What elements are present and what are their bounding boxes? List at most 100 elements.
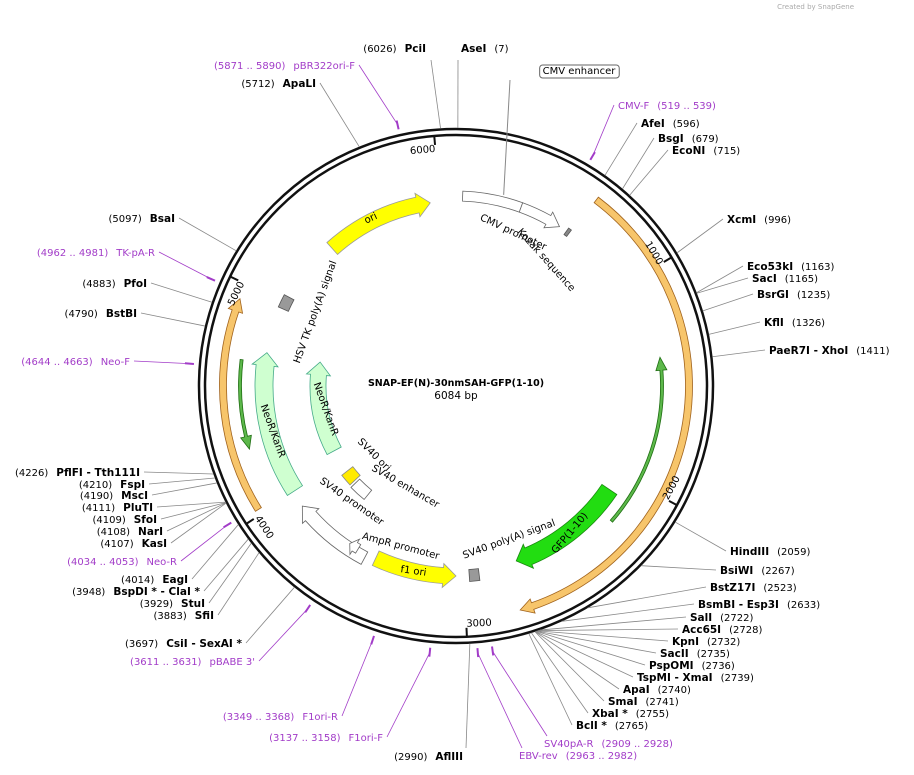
primer-mark <box>184 362 195 366</box>
site-position: (1235) <box>797 290 830 301</box>
primer-label: (4962 .. 4981) TK-pA-R <box>37 248 155 259</box>
site-name: KasI <box>142 538 167 550</box>
site-name: SmaI <box>608 696 638 708</box>
enzyme-label: Acc65I (2728) <box>682 624 762 636</box>
site-name: PciI <box>405 43 426 55</box>
site-name: CsiI - SexAI * <box>166 638 242 650</box>
site-position: (1165) <box>785 274 818 285</box>
enzyme-label: BclI * (2765) <box>576 720 648 732</box>
leader-line <box>536 630 646 666</box>
enzyme-label: PaeR7I - XhoI (1411) <box>769 345 890 357</box>
site-position: (4014) <box>121 575 154 586</box>
feature-arrow <box>349 538 362 556</box>
site-name: BstZ17I <box>710 582 755 594</box>
leader-line <box>534 631 605 702</box>
site-name: StuI <box>181 598 205 610</box>
tick-mark <box>433 135 437 145</box>
site-position: (3948) <box>72 587 105 598</box>
primer-label: (5871 .. 5890) pBR322ori-F <box>214 61 355 72</box>
site-name: PfoI <box>124 278 147 290</box>
site-name: Acc65I <box>682 624 721 636</box>
site-position: (2267) <box>761 566 794 577</box>
leader-line <box>203 538 249 592</box>
leader-line <box>217 552 260 616</box>
enzyme-label: (3697) CsiI - SexAI * <box>125 638 243 650</box>
site-position: (4962 .. 4981) <box>37 248 109 259</box>
feature-arrow <box>468 568 481 582</box>
feature-arrow <box>518 202 561 229</box>
leader-line <box>696 265 744 294</box>
enzyme-label: BsmBI - Esp3I (2633) <box>698 599 820 611</box>
leader-line <box>712 349 766 358</box>
feature-label: Kozak sequence <box>515 227 577 294</box>
site-name: XbaI * <box>592 708 628 720</box>
leader-line <box>319 82 360 148</box>
site-name: SacII <box>660 648 689 660</box>
feature-arrow <box>563 227 572 238</box>
enzyme-label: (5097) BsaI <box>108 213 175 225</box>
site-name: SfoI <box>134 514 157 526</box>
feature-label: SV40 enhancer <box>370 463 442 511</box>
label-line <box>503 79 511 195</box>
site-position: (1411) <box>856 346 889 357</box>
tick-mark <box>229 275 239 282</box>
site-name: PspOMI <box>649 660 694 672</box>
site-position: (2633) <box>787 600 820 611</box>
enzyme-label: BsgI (679) <box>658 133 719 145</box>
leader-line <box>561 603 695 622</box>
feature-arrow <box>326 192 431 256</box>
leader-line <box>465 643 471 749</box>
feature-arrow <box>519 196 693 614</box>
tick-mark <box>668 500 678 507</box>
site-name: Neo-R <box>147 557 178 568</box>
map-name: SNAP-EF(N)-30nmSAH-GFP(1-10) <box>368 378 544 389</box>
enzyme-label: SacI (1165) <box>752 273 818 285</box>
site-name: SfiI <box>195 610 214 622</box>
site-name: F1ori-F <box>349 733 384 744</box>
leader-line <box>535 631 634 678</box>
leader-line <box>604 122 638 176</box>
leader-line <box>592 104 615 156</box>
enzyme-label: EcoNI (715) <box>672 145 740 157</box>
primer-mark <box>476 648 480 658</box>
enzyme-label: (4790) BstBI <box>65 308 137 320</box>
site-name: PaeR7I - XhoI <box>769 345 848 357</box>
site-name: TK-pA-R <box>115 248 155 259</box>
backbone-inner <box>203 133 709 639</box>
leader-line <box>534 631 620 690</box>
site-position: (2523) <box>763 583 796 594</box>
enzyme-label: ApaI (2740) <box>623 684 691 696</box>
leader-line <box>531 632 589 714</box>
features <box>219 190 693 614</box>
leader-line <box>258 608 308 662</box>
site-position: (4108) <box>97 527 130 538</box>
tick-label: 3000 <box>466 618 492 630</box>
enzyme-label: BsrGI (1235) <box>757 289 830 301</box>
leader-line <box>208 542 252 604</box>
site-name: AseI <box>461 43 486 55</box>
leader-line <box>158 251 211 280</box>
site-position: (4644 .. 4663) <box>21 357 93 368</box>
feature-arrow <box>350 478 373 501</box>
site-name: SacI <box>752 273 777 285</box>
leader-line <box>191 524 239 580</box>
leader-line <box>180 524 228 562</box>
site-position: (2765) <box>615 721 648 732</box>
primer-mark <box>206 276 216 282</box>
site-position: (2728) <box>729 625 762 636</box>
site-position: (6026) <box>363 44 396 55</box>
primer-label: (3137 .. 3158) F1ori-F <box>269 733 383 744</box>
site-position: (1326) <box>792 318 825 329</box>
site-position: (3883) <box>153 611 186 622</box>
site-position: (2735) <box>697 649 730 660</box>
site-name: EagI <box>162 574 188 586</box>
feature-arrow <box>515 483 618 569</box>
feature-arrow <box>219 297 262 512</box>
site-name: BsrGI <box>757 289 789 301</box>
site-name: KflI <box>764 317 784 329</box>
site-name: BsmBI - Esp3I <box>698 599 779 611</box>
enzyme-label: XcmI (996) <box>727 214 791 226</box>
feature-label: ori <box>363 211 379 226</box>
enzyme-label: (6026) PciI <box>363 43 426 55</box>
